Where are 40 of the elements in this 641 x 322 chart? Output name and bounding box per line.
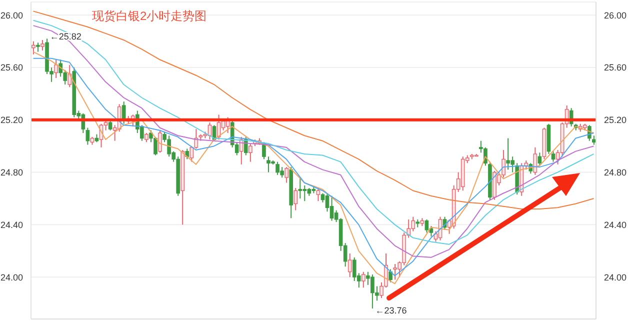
candlestick [68, 64, 72, 88]
candlestick [248, 142, 252, 162]
y2-tick-label: 25.20 [604, 115, 627, 126]
candlestick [592, 135, 596, 146]
candlestick [144, 132, 148, 143]
y-tick-label: 26.00 [0, 10, 23, 20]
candlestick [348, 253, 352, 278]
y2-tick-label: 25.60 [604, 62, 627, 73]
candlestick [262, 142, 266, 160]
y2-tick-label: 24.00 [604, 272, 627, 282]
y-tick-label: 25.60 [0, 62, 23, 73]
y2-tick-label: 26.00 [604, 10, 627, 20]
candlestick [294, 188, 298, 211]
candlestick [122, 101, 126, 124]
candlestick [108, 120, 112, 131]
y-tick-label: 24.40 [0, 220, 23, 230]
text: 现货白银2小时走势图 [92, 8, 207, 25]
candlestick [316, 188, 320, 202]
y2-tick-label: 24.40 [604, 220, 627, 230]
candlestick [330, 195, 334, 222]
y2-tick-label: 24.80 [604, 167, 627, 178]
candlestick [158, 130, 162, 154]
candlestick [32, 40, 36, 55]
candlestick [86, 127, 90, 146]
candlestick [36, 42, 40, 52]
candlestick [284, 166, 288, 184]
candlestick [388, 268, 392, 283]
y-tick-label: 24.00 [0, 272, 23, 282]
candlestick [298, 177, 302, 199]
candlestick [551, 150, 556, 162]
candlestick [54, 59, 58, 78]
line-series [32, 10, 594, 210]
candlestick [362, 271, 366, 288]
y-tick-label: 24.80 [0, 167, 23, 178]
candlestick [538, 152, 542, 166]
candlestick [185, 148, 190, 160]
y-tick-label: 25.20 [0, 115, 23, 126]
candlestick [40, 39, 44, 51]
candlestick [424, 218, 429, 234]
annotation: ←23.76 [375, 306, 407, 316]
